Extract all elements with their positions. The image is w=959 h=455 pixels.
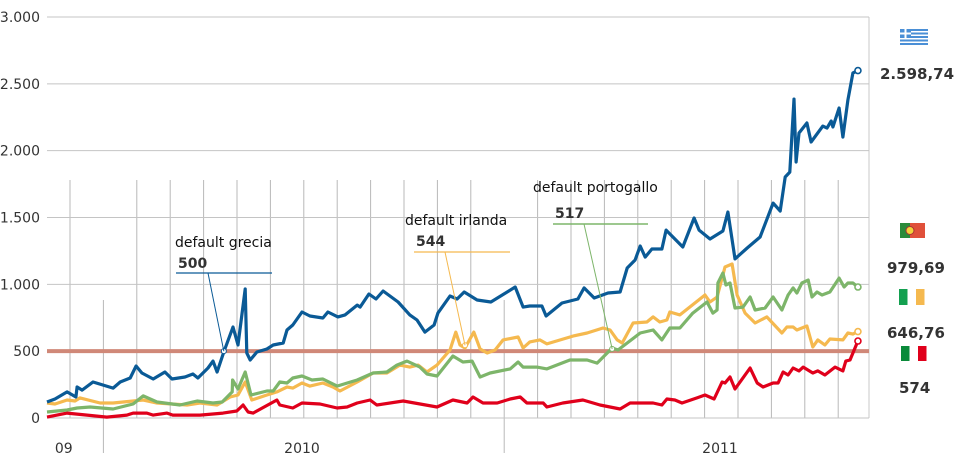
y-tick-label: 2.500 bbox=[0, 77, 40, 93]
grid bbox=[47, 16, 870, 453]
y-tick-label: 0 bbox=[31, 411, 40, 427]
greece-end-value: 2.598,74 bbox=[880, 65, 954, 83]
annotation-grecia-value: 500 bbox=[178, 256, 207, 272]
series-line-italy bbox=[46, 340, 860, 419]
legend-italy: 574 bbox=[899, 346, 930, 397]
x-axis: 09 2010 2011 bbox=[55, 441, 738, 455]
annotation-irlanda: default irlanda 544 bbox=[405, 213, 510, 346]
x-tick-label: 2011 bbox=[702, 441, 738, 455]
annotation-irlanda-leader bbox=[444, 251, 466, 346]
italy-flag-icon bbox=[901, 346, 927, 361]
annotation-grecia: default grecia 500 bbox=[175, 235, 272, 352]
y-tick-label: 2.000 bbox=[0, 144, 40, 160]
y-axis: 0 500 1.000 1.500 2.000 2.500 3.000 bbox=[0, 10, 40, 427]
series-lines bbox=[46, 66, 862, 419]
annotation-portogallo-value: 517 bbox=[555, 206, 584, 222]
series-line-portugal bbox=[46, 271, 859, 414]
annotation-portogallo: default portogallo 517 bbox=[533, 180, 658, 350]
series-end-marker-greece bbox=[854, 66, 862, 75]
portugal-flag-icon bbox=[900, 223, 925, 238]
annotation-portogallo-leader bbox=[583, 223, 613, 350]
y-tick-label: 1.000 bbox=[0, 277, 40, 293]
legend-portugal: 979,69 bbox=[887, 223, 945, 277]
annotation-grecia-leader bbox=[207, 272, 225, 352]
x-tick-label: 09 bbox=[55, 441, 73, 455]
y-tick-label: 500 bbox=[13, 344, 40, 360]
legend-greece: 2.598,74 bbox=[880, 29, 954, 83]
series-line-ireland bbox=[46, 262, 859, 407]
series-line-greece bbox=[46, 69, 859, 404]
greece-flag-icon bbox=[900, 29, 928, 45]
italy-end-value: 574 bbox=[899, 379, 930, 397]
annotation-irlanda-text: default irlanda bbox=[405, 213, 507, 229]
x-tick-label: 2010 bbox=[284, 441, 320, 455]
portugal-end-value: 979,69 bbox=[887, 259, 945, 277]
y-tick-label: 3.000 bbox=[0, 10, 40, 26]
ireland-end-value: 646,76 bbox=[887, 324, 945, 342]
y-tick-label: 1.500 bbox=[0, 211, 40, 227]
legend-ireland: 646,76 bbox=[887, 289, 945, 342]
annotation-portogallo-text: default portogallo bbox=[533, 180, 658, 196]
series-end-marker-portugal bbox=[854, 283, 862, 291]
annotation-irlanda-value: 544 bbox=[416, 234, 445, 250]
annotation-grecia-text: default grecia bbox=[175, 235, 272, 251]
series-end-marker-ireland bbox=[854, 327, 862, 336]
ireland-flag-icon bbox=[899, 289, 925, 305]
series-end-marker-italy bbox=[854, 337, 862, 345]
